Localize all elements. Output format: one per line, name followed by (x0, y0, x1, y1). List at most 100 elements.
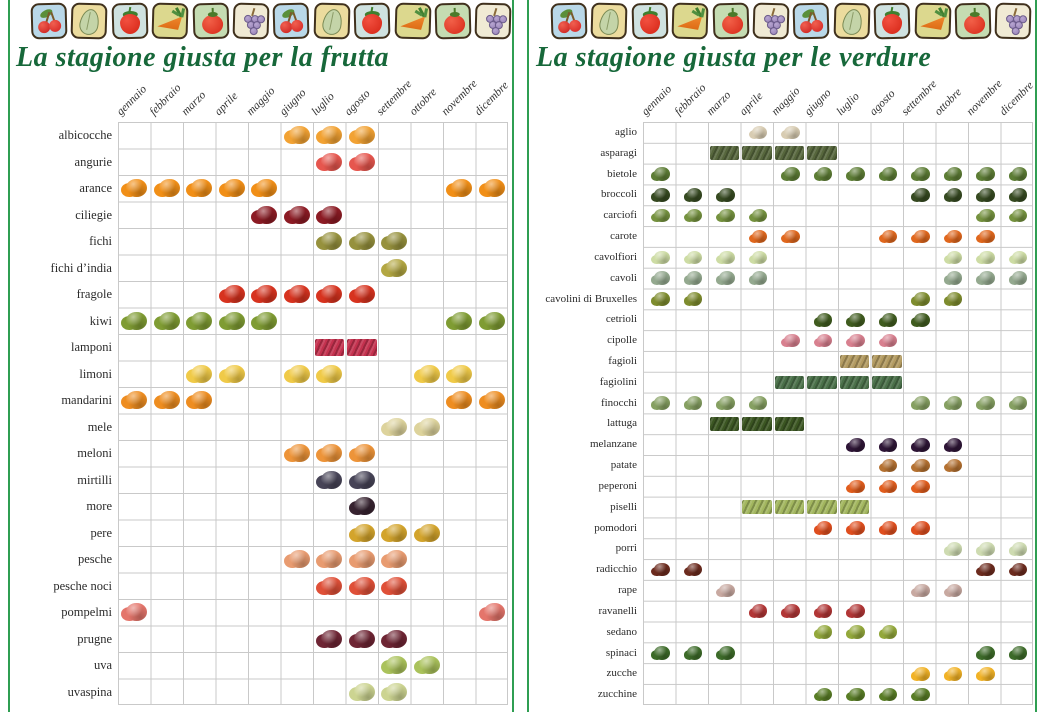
carciofi-icon (979, 208, 995, 223)
prugne-icon (386, 629, 408, 648)
row-label: rape (618, 584, 637, 597)
finocchi-icon (1011, 396, 1027, 410)
page-border-line-left (8, 0, 10, 712)
ravanelli-icon (849, 604, 865, 619)
cavoli-icon (751, 271, 767, 285)
cipolle-icon (816, 333, 832, 348)
radicchio-icon (654, 562, 670, 577)
month-label-text: settembre (899, 78, 940, 118)
meloni-icon (353, 444, 375, 463)
lamponi-icon (314, 338, 344, 356)
fragole-icon (256, 285, 278, 304)
fagiolini-icon (807, 375, 837, 389)
arance-icon (223, 179, 245, 198)
kiwi-icon (158, 311, 180, 330)
rape-icon (914, 583, 930, 598)
zucchine-icon (849, 687, 865, 702)
angurie-icon (353, 152, 375, 171)
arance-icon (158, 179, 180, 198)
meloni-icon (321, 444, 343, 463)
fagioli-icon (872, 354, 902, 369)
kiwi-icon (126, 311, 148, 330)
patate-icon (946, 458, 962, 473)
finocchi-icon (979, 396, 995, 410)
arance-icon (191, 179, 213, 198)
melanzane-icon (946, 437, 962, 452)
row-label: fragole (76, 287, 112, 301)
uvaspina-icon (353, 682, 375, 701)
porri-icon (946, 541, 962, 556)
row-label: fagioli (608, 355, 637, 368)
cavolfiori-icon (979, 250, 995, 265)
row-label: carote (610, 230, 637, 243)
ravanelli-icon (816, 604, 832, 619)
row-label: arance (79, 181, 112, 195)
month-label-text: gennaio (639, 83, 675, 118)
carote-icon (881, 229, 897, 244)
melanzane-icon (914, 437, 930, 452)
carciofi-icon (1011, 208, 1027, 223)
row-label: mele (87, 419, 112, 434)
cipolle-icon (784, 333, 800, 348)
uva-icon (418, 656, 440, 675)
row-label: zucche (606, 667, 637, 680)
patate-icon (881, 458, 897, 473)
broccoli-icon (914, 188, 930, 202)
piselli-icon (774, 500, 804, 514)
row-label: prugne (77, 631, 112, 646)
pere-icon (386, 523, 408, 542)
mandarini-icon (126, 391, 148, 410)
row-label: ravanelli (598, 604, 637, 617)
fichi-icon (321, 232, 343, 251)
carciofi-icon (751, 208, 767, 223)
finocchi-icon (914, 396, 930, 410)
row-label: aglio (615, 126, 637, 138)
row-label: fichi (89, 234, 112, 248)
pesche-noci-icon (386, 576, 408, 595)
row-label: porri (615, 542, 637, 555)
carciofi-icon (654, 208, 670, 223)
bietole-icon (816, 167, 832, 181)
rape-icon (719, 583, 735, 598)
cavolfiori-icon (719, 250, 735, 265)
kiwi-icon (483, 311, 505, 330)
zucche-icon (914, 666, 930, 681)
row-label: cavolini di Bruxelles (545, 292, 637, 305)
aglio-icon (751, 125, 767, 140)
row-label: meloni (77, 446, 112, 460)
pere-icon (353, 523, 375, 542)
row-label: uvaspina (67, 684, 112, 699)
cavoli-icon (719, 271, 735, 285)
row-label: fichi d’india (50, 260, 112, 275)
fagiolini-icon (872, 375, 902, 389)
row-label: mirtilli (77, 472, 112, 487)
pesche-noci-icon (321, 576, 343, 595)
fichi-icon (353, 232, 375, 251)
vegetable-season-grid (643, 122, 1033, 705)
bietole-icon (849, 167, 865, 181)
bietole-icon (1011, 167, 1027, 181)
mele-icon (418, 417, 440, 436)
albicocche-icon (353, 126, 375, 145)
lattuga-icon (709, 417, 739, 431)
ciliegie-icon (256, 205, 278, 224)
carote-icon (914, 229, 930, 244)
fragole-icon (288, 285, 310, 304)
pere-icon (418, 523, 440, 542)
asparagi-icon (709, 146, 739, 160)
lattuga-icon (742, 417, 772, 431)
arance-icon (483, 179, 505, 198)
finocchi-icon (686, 396, 702, 410)
row-label: fagiolini (599, 375, 637, 388)
zucchine-icon (881, 687, 897, 702)
row-label: cavoli (610, 271, 637, 284)
prugne-icon (353, 629, 375, 648)
pomodori-icon (849, 521, 865, 535)
month-label-text: agosto (867, 87, 898, 118)
limoni-icon (321, 364, 343, 383)
peperoni-icon (849, 479, 865, 494)
row-label: melanzane (589, 438, 637, 451)
page-border-line-right (1035, 0, 1037, 712)
ravanelli-icon (751, 604, 767, 619)
